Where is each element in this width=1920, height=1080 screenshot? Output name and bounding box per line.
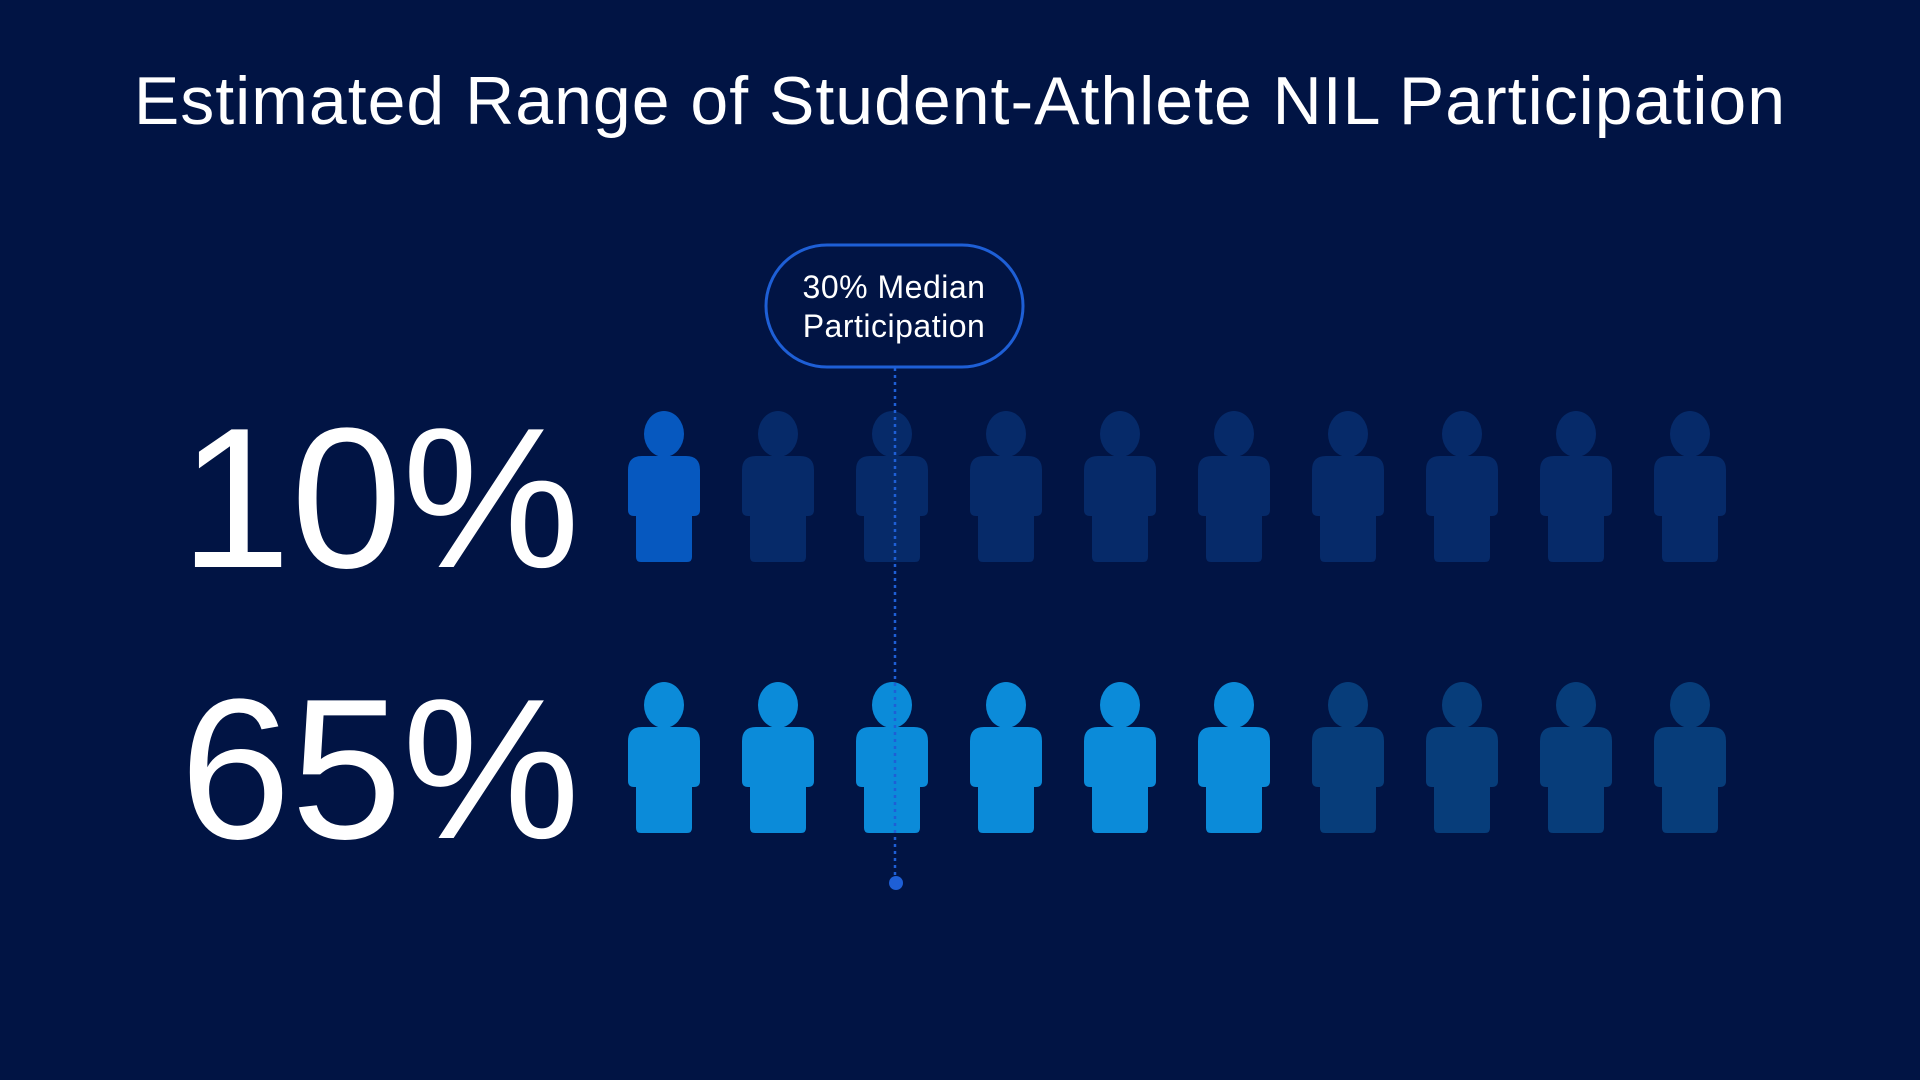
median-callout-pill (764, 243, 1025, 369)
chart-title: Estimated Range of Student-Athlete NIL P… (134, 63, 1786, 139)
median-callout: 30% Median Participation (764, 243, 1025, 369)
median-label-line2: Participation (803, 308, 986, 344)
median-endpoint-dot (889, 876, 903, 890)
median-label-line1: 30% Median (803, 269, 986, 305)
row-value-label-high: 65% (180, 658, 580, 881)
row-value-label-low: 10% (180, 387, 580, 610)
